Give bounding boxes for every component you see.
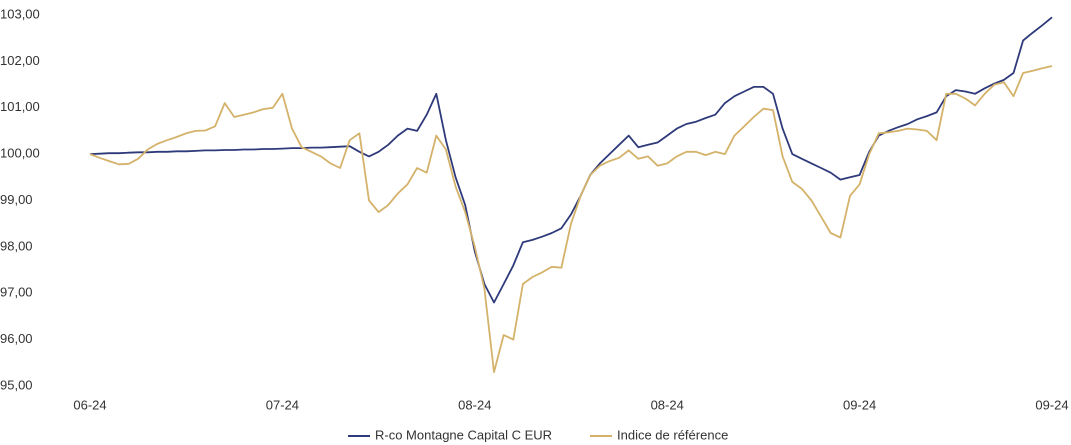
y-tick-label: 102,00	[0, 53, 40, 68]
series-line	[89, 65, 1053, 373]
x-tick-label: 09-24	[1035, 397, 1068, 412]
x-tick-label: 08-24	[651, 397, 684, 412]
y-tick-label: 103,00	[0, 6, 40, 21]
series-line	[89, 16, 1053, 304]
y-tick-label: 98,00	[0, 238, 33, 253]
y-tick-label: 96,00	[0, 331, 33, 346]
x-tick-label: 08-24	[458, 397, 491, 412]
x-tick-label: 07-24	[266, 397, 299, 412]
x-tick-label: 09-24	[843, 397, 876, 412]
y-tick-label: 95,00	[0, 377, 33, 392]
legend-label: R-co Montagne Capital C EUR	[375, 427, 552, 442]
legend-label: Indice de référence	[617, 427, 728, 442]
y-tick-label: 97,00	[0, 285, 33, 300]
y-tick-label: 100,00	[0, 146, 40, 161]
y-tick-label: 101,00	[0, 99, 40, 114]
y-tick-label: 99,00	[0, 192, 33, 207]
x-tick-label: 06-24	[73, 397, 106, 412]
